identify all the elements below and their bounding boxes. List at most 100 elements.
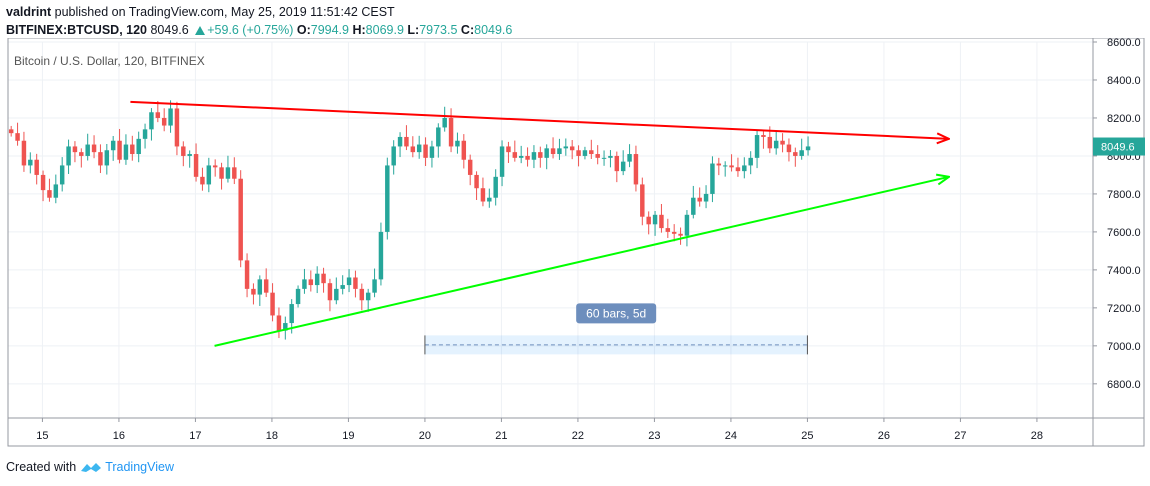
x-tick-label: 20 (419, 430, 431, 442)
candle-body (742, 165, 747, 172)
candle-body (270, 292, 275, 316)
symbol-line: BITFINEX:BTCUSD, 120 8049.6 +59.6 (+0.75… (6, 21, 1150, 39)
candle-body (397, 136, 403, 147)
publisher-username[interactable]: valdrint (6, 5, 52, 19)
x-tick-label: 16 (113, 430, 125, 442)
candle-body (480, 188, 486, 202)
candle-body (487, 197, 492, 202)
candle-body (652, 214, 658, 225)
grid (8, 38, 1144, 446)
date-range-label-bg (576, 303, 657, 324)
candle-body (40, 174, 46, 191)
candle-body (780, 140, 785, 145)
candle-body (187, 154, 192, 156)
candle-body (340, 285, 345, 289)
candle-body (238, 178, 243, 261)
x-tick-label: 18 (266, 430, 278, 442)
tradingview-brand[interactable]: TradingView (105, 460, 174, 474)
candle-body (601, 157, 607, 159)
candle-body (550, 148, 556, 155)
y-tick-label: 8400.0 (1107, 75, 1141, 87)
candle-body (314, 273, 320, 286)
high-label: H: (352, 23, 366, 37)
price-axis[interactable]: 8600.08400.08200.08000.07800.07600.07400… (1093, 38, 1145, 391)
y-tick-label: 6800.0 (1107, 379, 1141, 391)
price-chart[interactable]: Bitcoin / U.S. Dollar, 120, BITFINEX 60 … (0, 38, 1150, 452)
candle-body (448, 117, 454, 147)
candle-body (754, 135, 760, 158)
candle-body (232, 167, 237, 179)
candle-body (130, 144, 135, 155)
candle-body (557, 148, 562, 155)
candle-body (474, 174, 479, 189)
price-change: +59.6 (+0.75%) (207, 23, 294, 37)
resistance-trendline (130, 100, 949, 139)
candle-body (353, 277, 358, 289)
x-tick-label: 21 (495, 430, 507, 442)
candle-body (149, 112, 154, 130)
candle-body (365, 292, 371, 301)
candle-body (671, 231, 677, 234)
candle-body (684, 214, 690, 236)
candle-body (429, 146, 435, 158)
candles (8, 100, 811, 340)
candle-body (257, 279, 263, 295)
candle-body (538, 152, 543, 158)
candle-body (117, 140, 122, 160)
candle-body (525, 155, 530, 160)
tradingview-logo-icon (81, 463, 102, 472)
candle-body (767, 136, 773, 149)
date-range-label: 60 bars, 5d (586, 306, 646, 320)
candle-body (21, 140, 27, 166)
time-axis[interactable]: 15 16 17 18 19 20 21 22 23 24 25 26 27 28 (36, 418, 1043, 442)
candle-body (321, 273, 326, 284)
x-tick-label: 19 (342, 430, 354, 442)
candle-body (193, 154, 199, 177)
candle-body (493, 176, 498, 198)
candle-body (506, 146, 511, 153)
candle-body (786, 144, 792, 153)
candle-body (659, 214, 664, 229)
y-tick-label: 7400.0 (1107, 265, 1141, 277)
last-price: 8049.6 (150, 23, 189, 37)
y-tick-label: 7800.0 (1107, 189, 1141, 201)
footer: Created with TradingView (6, 460, 174, 474)
candle-body (66, 146, 71, 166)
candle-body (595, 154, 600, 158)
y-tick-label: 7600.0 (1107, 227, 1141, 239)
low-value: 7973.5 (419, 23, 458, 37)
candle-body (47, 190, 52, 198)
candle-body (499, 146, 505, 177)
x-tick-label: 28 (1031, 430, 1043, 442)
y-tick-label: 7200.0 (1107, 303, 1141, 315)
symbol-name: BITFINEX:BTCUSD, 120 (6, 23, 147, 37)
candle-body (110, 140, 116, 151)
candle-body (608, 155, 613, 158)
close-label: C: (460, 23, 475, 37)
drawings: 60 bars, 5d (130, 100, 949, 355)
low-label: L: (407, 23, 420, 37)
candle-body (346, 277, 352, 286)
candle-body (544, 148, 549, 158)
created-with-text: Created with (6, 460, 77, 474)
candle-body (703, 193, 709, 202)
candle-body (614, 155, 620, 172)
candle-body (308, 279, 314, 286)
candle-body (799, 150, 804, 156)
candle-body (34, 159, 39, 175)
candle-body (72, 146, 78, 153)
chart-header: valdrint published on TradingView.com, M… (6, 3, 1150, 39)
candle-body (646, 216, 651, 225)
candle-body (697, 197, 702, 202)
candle-body (735, 167, 741, 172)
candle-body (563, 146, 569, 149)
candle-body (123, 144, 129, 160)
candle-body (761, 135, 766, 137)
candle-body (729, 165, 734, 168)
candle-body (91, 144, 97, 153)
candle-body (251, 288, 256, 295)
candle-body (244, 260, 250, 289)
candle-body (436, 127, 441, 147)
candle-body (206, 165, 212, 185)
chart-area[interactable]: Bitcoin / U.S. Dollar, 120, BITFINEX 60 … (0, 38, 1150, 452)
